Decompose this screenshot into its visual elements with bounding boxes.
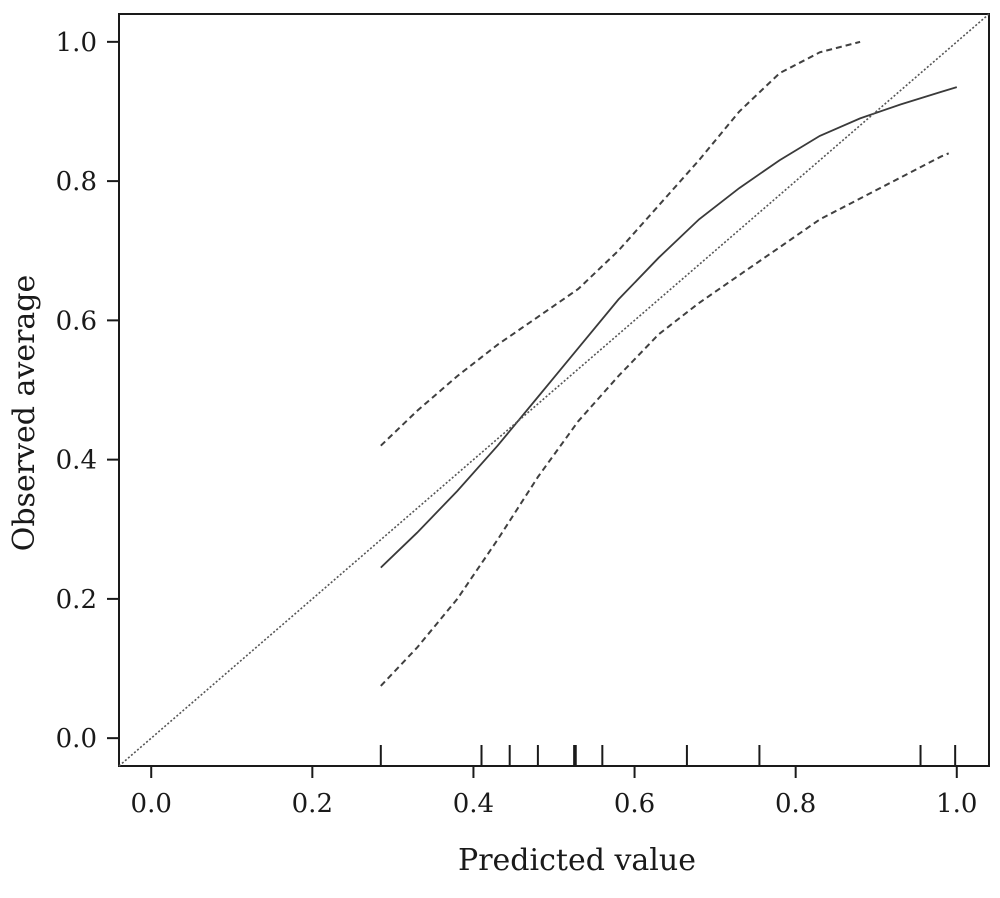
y-tick-label: 1.0 [56, 28, 97, 58]
plot-frame [118, 13, 990, 767]
series-line-dotted-3 [118, 13, 990, 767]
x-tick-label: 0.0 [131, 789, 172, 819]
x-axis: 0.0 0.2 0.4 0.6 0.8 1.0 [131, 766, 977, 819]
y-axis-title: Observed average [7, 275, 42, 552]
x-tick-label: 1.0 [936, 789, 977, 819]
series-layer [118, 13, 990, 767]
x-axis-title: Predicted value [458, 843, 696, 878]
x-tick-label: 0.8 [775, 789, 816, 819]
series-line-dashed-1 [380, 40, 861, 447]
y-tick-label: 0.6 [56, 306, 97, 336]
rug-layer [379, 745, 957, 766]
y-tick-label: 0.2 [56, 585, 97, 615]
x-tick-label: 0.2 [292, 789, 333, 819]
series-line-solid-0 [380, 86, 958, 569]
x-tick-label: 0.6 [614, 789, 655, 819]
x-tick-label: 0.4 [453, 789, 494, 819]
y-axis: 0.0 0.2 0.4 0.6 0.8 1.0 [56, 28, 119, 754]
y-tick-label: 0.8 [56, 167, 97, 197]
series-line-dashed-2 [380, 152, 950, 687]
y-tick-label: 0.4 [56, 446, 97, 476]
y-tick-label: 0.0 [56, 724, 97, 754]
